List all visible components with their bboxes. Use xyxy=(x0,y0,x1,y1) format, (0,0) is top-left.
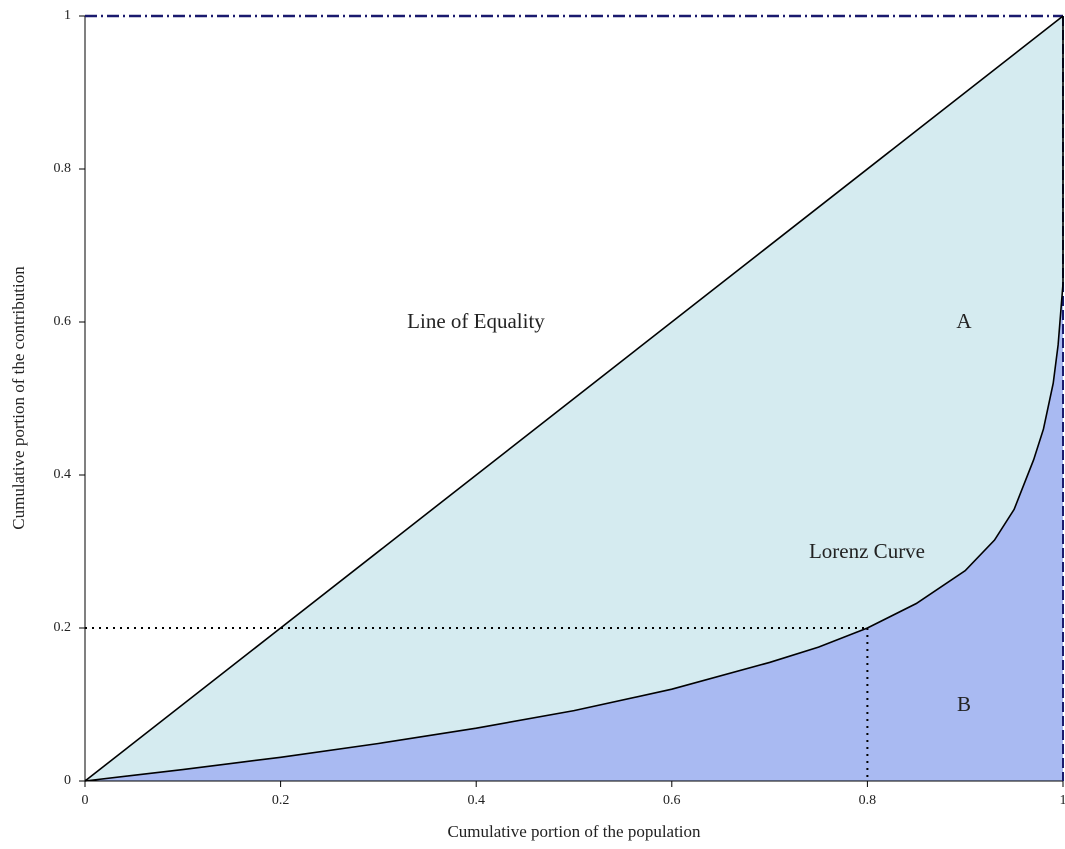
line xyxy=(84,16,1064,782)
series-label: Lorenz Curve xyxy=(809,539,925,563)
x-tick-label: 1 xyxy=(1060,793,1065,808)
area-label: B xyxy=(957,692,971,716)
area-b xyxy=(85,16,1063,781)
area-label: A xyxy=(956,309,972,333)
y-tick-label: 1 xyxy=(64,8,71,23)
y-axis-label: Cumulative portion of the contribution xyxy=(9,266,28,530)
line xyxy=(84,15,1064,782)
x-axis-label: Cumulative portion of the population xyxy=(447,822,701,841)
y-tick-label: 0.8 xyxy=(54,161,72,176)
x-tick-label: 0.2 xyxy=(272,793,290,808)
series-label: Line of Equality xyxy=(407,309,545,333)
y-tick-label: 0.4 xyxy=(54,467,72,482)
y-tick-label: 0.2 xyxy=(54,620,72,635)
x-tick-label: 0.4 xyxy=(467,793,485,808)
x-tick-label: 0 xyxy=(82,793,89,808)
y-tick-label: 0 xyxy=(64,773,71,788)
x-tick-label: 0.8 xyxy=(859,793,877,808)
y-tick-label: 0.6 xyxy=(54,314,72,329)
x-tick-label: 0.6 xyxy=(663,793,681,808)
